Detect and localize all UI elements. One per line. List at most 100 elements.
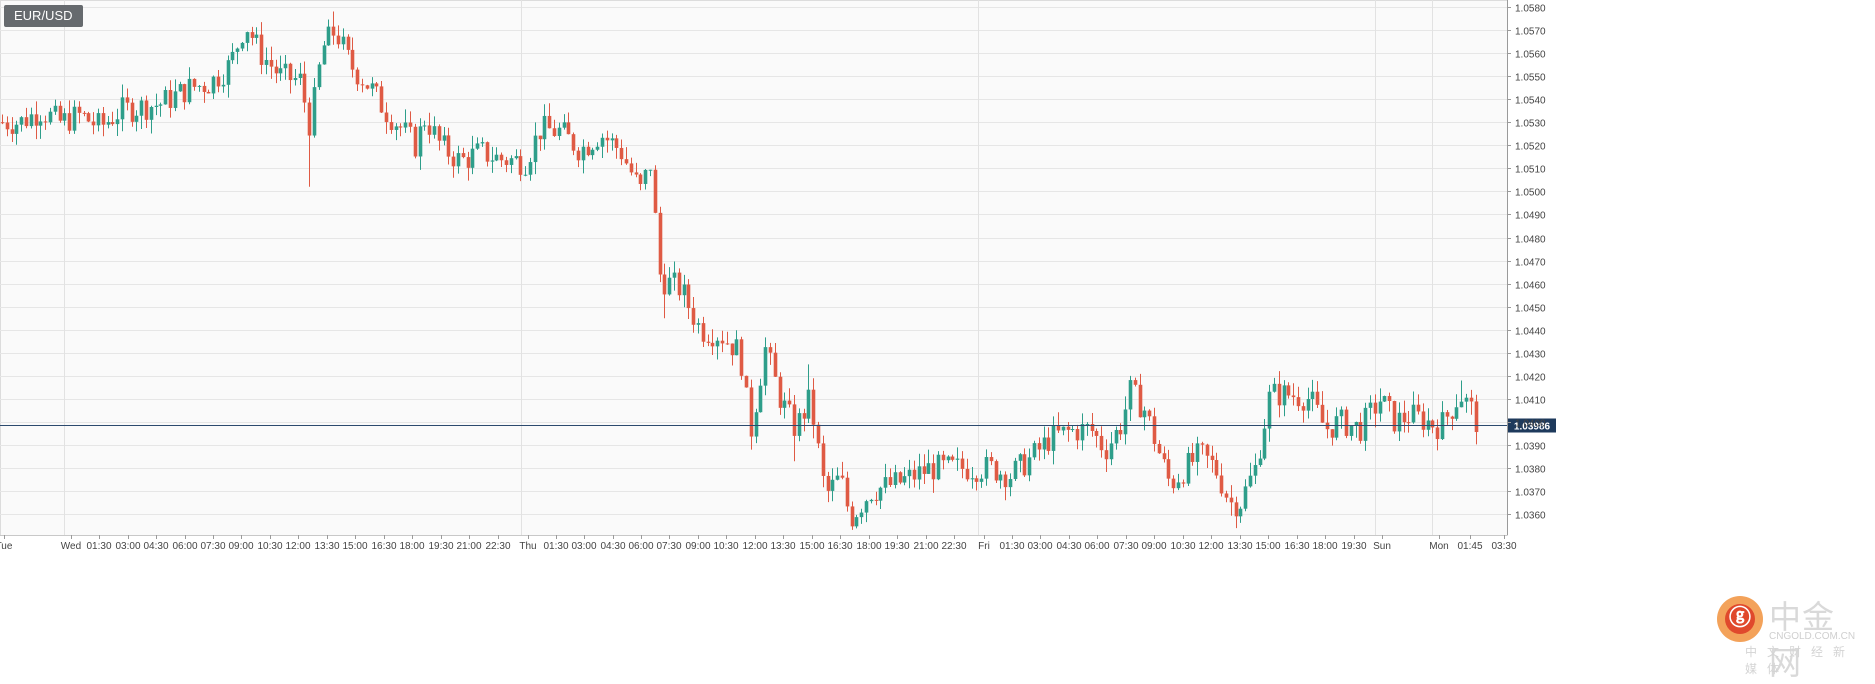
candle-down xyxy=(5,122,10,130)
candle-down xyxy=(504,160,509,165)
candle-up xyxy=(667,277,672,295)
x-tick-label: Wed xyxy=(61,541,81,552)
x-tick-label: 18:00 xyxy=(856,541,881,552)
candle-down xyxy=(1138,384,1143,418)
candle-up xyxy=(1411,404,1416,423)
candle-down xyxy=(566,122,571,135)
y-tick-label: 1.0470 xyxy=(1515,258,1546,269)
y-tick-label: 1.0460 xyxy=(1515,281,1546,292)
candle-up xyxy=(1397,412,1402,432)
x-tick-label: 18:00 xyxy=(1312,541,1337,552)
candle-down xyxy=(941,454,946,461)
candle-up xyxy=(1339,409,1344,417)
candle-down xyxy=(1157,443,1162,454)
candle-down xyxy=(34,114,39,126)
candle-up xyxy=(715,340,720,347)
x-tick-label: 01:30 xyxy=(999,541,1024,552)
candle-down xyxy=(336,35,341,45)
candle-down xyxy=(653,169,658,213)
candle-down xyxy=(518,156,523,175)
candle-up xyxy=(1018,454,1023,461)
candle-down xyxy=(355,69,360,85)
candle-up xyxy=(341,36,346,45)
candle-down xyxy=(1469,397,1474,402)
candle-up xyxy=(514,156,519,159)
candle-up xyxy=(442,135,447,141)
candle-down xyxy=(1104,450,1109,460)
candle-up xyxy=(254,34,259,38)
candle-down xyxy=(413,126,418,157)
candle-down xyxy=(288,63,293,81)
candle-up xyxy=(1080,424,1085,441)
candle-up xyxy=(1008,479,1013,488)
candle-up xyxy=(581,146,586,161)
candle-down xyxy=(365,85,370,89)
candle-down xyxy=(686,284,691,309)
x-tick-label: 10:30 xyxy=(713,541,738,552)
candle-up xyxy=(139,100,144,116)
candle-down xyxy=(331,26,336,36)
candle-up xyxy=(696,323,701,325)
price-chart[interactable]: 1.03986 1.05801.05701.05601.05501.05401.… xyxy=(0,0,1875,663)
candle-down xyxy=(86,113,91,122)
y-tick-label: 1.0410 xyxy=(1515,396,1546,407)
candle-down xyxy=(1402,412,1407,423)
candle-up xyxy=(1176,482,1181,489)
x-tick-label: 10:30 xyxy=(1170,541,1195,552)
y-tick-label: 1.0500 xyxy=(1515,188,1546,199)
candle-up xyxy=(734,339,739,356)
candle-down xyxy=(1435,427,1440,440)
candle-up xyxy=(1123,409,1128,435)
y-tick-label: 1.0370 xyxy=(1515,488,1546,499)
candle-up xyxy=(1382,396,1387,402)
candle-up xyxy=(806,389,811,419)
candle-down xyxy=(202,85,207,92)
candle-up xyxy=(600,137,605,147)
candle-up xyxy=(278,68,283,74)
symbol-label[interactable]: EUR/USD xyxy=(4,5,83,27)
candle-down xyxy=(792,404,797,436)
candle-down xyxy=(1210,455,1215,461)
candle-down xyxy=(576,150,581,161)
candle-down xyxy=(360,84,365,86)
y-tick-label: 1.0480 xyxy=(1515,235,1546,246)
candle-down xyxy=(307,102,312,136)
candle-up xyxy=(835,475,840,480)
candle-down xyxy=(768,347,773,353)
y-tick-label: 1.0360 xyxy=(1515,511,1546,522)
candle-down xyxy=(922,466,927,474)
x-tick-label: 22:30 xyxy=(485,541,510,552)
y-tick-label: 1.0380 xyxy=(1515,465,1546,476)
candle-down xyxy=(250,32,255,38)
candle-down xyxy=(1166,459,1171,479)
candle-up xyxy=(494,154,499,161)
candle-down xyxy=(1387,396,1392,402)
candle-up xyxy=(917,466,922,480)
x-tick-label: 03:30 xyxy=(1491,541,1516,552)
y-tick-label: 1.0570 xyxy=(1515,27,1546,38)
candle-up xyxy=(394,126,399,130)
candle-up xyxy=(326,26,331,46)
x-tick-label: 10:30 xyxy=(257,541,282,552)
last-price-tag xyxy=(1508,418,1556,433)
candle-down xyxy=(0,122,5,124)
candle-down xyxy=(427,125,432,135)
candle-up xyxy=(893,472,898,486)
candle-down xyxy=(451,156,456,167)
x-tick-label: Thu xyxy=(519,541,536,552)
candle-up xyxy=(72,106,77,131)
candle-down xyxy=(466,157,471,168)
candle-up xyxy=(158,104,163,106)
candle-up xyxy=(682,284,687,296)
candle-up xyxy=(595,146,600,150)
x-tick-label: 15:00 xyxy=(342,541,367,552)
x-tick-label: 09:00 xyxy=(685,541,710,552)
candle-up xyxy=(754,412,759,437)
x-tick-label: 12:00 xyxy=(285,541,310,552)
candle-up xyxy=(955,458,960,460)
candle-down xyxy=(1229,497,1234,503)
watermark-url: CNGOLD.COM.CN xyxy=(1769,631,1856,642)
candle-up xyxy=(763,347,768,386)
x-tick-label: Sun xyxy=(1373,541,1391,552)
candle-down xyxy=(1234,502,1239,517)
